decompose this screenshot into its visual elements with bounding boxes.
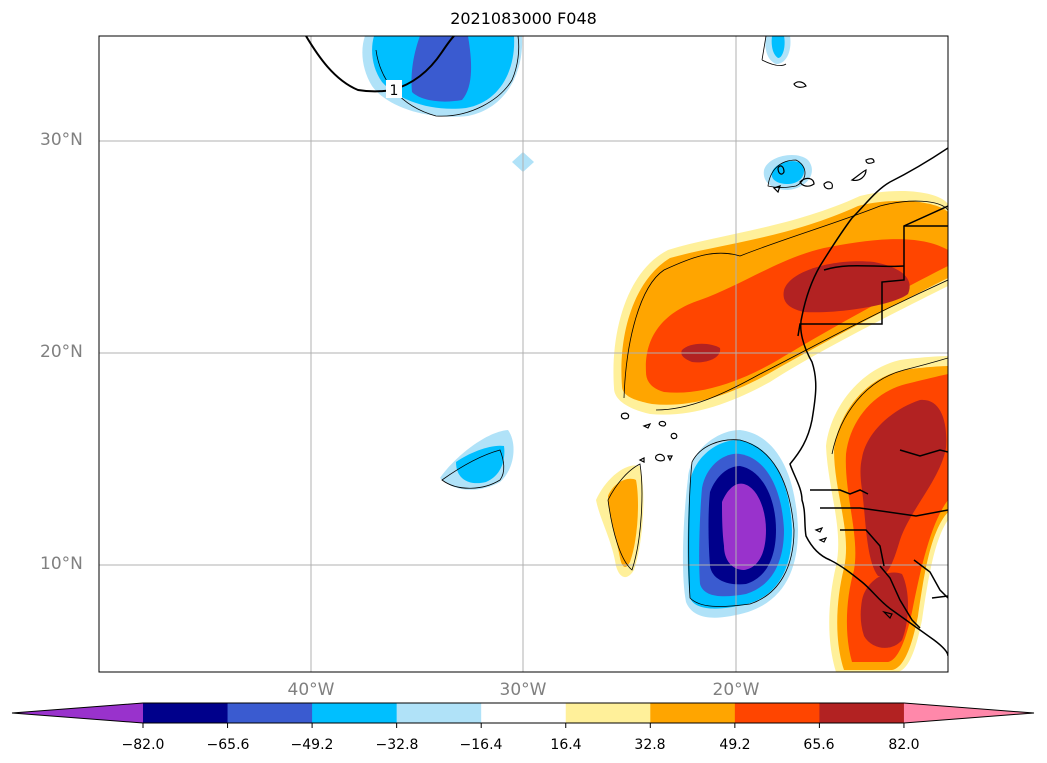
colorbar-tick-label: 16.4 (550, 737, 582, 753)
gridlines (99, 36, 948, 672)
colorbar-tick-label: −32.8 (375, 737, 419, 753)
lat-label-30n: 30°N (40, 130, 83, 150)
colorbar-extend-low (12, 703, 143, 723)
colorbar-tick-label: 32.8 (634, 737, 666, 753)
contour-fills (362, 36, 948, 672)
colorbar-tick-label: −65.6 (206, 737, 250, 753)
north-africa-positive-anomaly (613, 190, 948, 415)
lat-label-20n: 20°N (40, 342, 83, 362)
islands (620, 81, 893, 620)
colorbar-segment (312, 703, 398, 723)
colorbar (11, 702, 1035, 728)
map-title: 2021083000 F048 (450, 9, 597, 28)
colorbar-segment (650, 703, 736, 723)
main-negative-anomaly (682, 430, 798, 618)
colorbar-segment (734, 703, 820, 723)
colorbar-segment (143, 703, 229, 723)
colorbar-segment (819, 703, 905, 723)
colorbar-segment (481, 703, 567, 723)
colorbar-segment (396, 703, 482, 723)
lat-label-10n: 10°N (40, 554, 83, 574)
colorbar-segment (565, 703, 651, 723)
west-africa-positive-anomaly (826, 356, 948, 672)
coastlines (789, 147, 948, 657)
contour-lines (375, 36, 948, 607)
colorbar-tick-label: −16.4 (459, 737, 503, 753)
lon-label-40w: 40°W (287, 680, 335, 700)
colorbar-tick-label: −82.0 (121, 737, 165, 753)
lon-label-30w: 30°W (499, 680, 547, 700)
colorbar-tick-label: 82.0 (888, 737, 920, 753)
colorbar-tick-label: 49.2 (719, 737, 751, 753)
north-negative-anomaly (362, 36, 523, 117)
colorbar-tick-label: 65.6 (803, 737, 835, 753)
colorbar-segment (227, 703, 313, 723)
lon-label-20w: 20°W (712, 680, 760, 700)
colorbar-extend-high (903, 703, 1034, 723)
colorbar-tick-label: −49.2 (290, 737, 334, 753)
contour-label: 1 (390, 83, 399, 99)
plot-frame (98, 35, 949, 673)
